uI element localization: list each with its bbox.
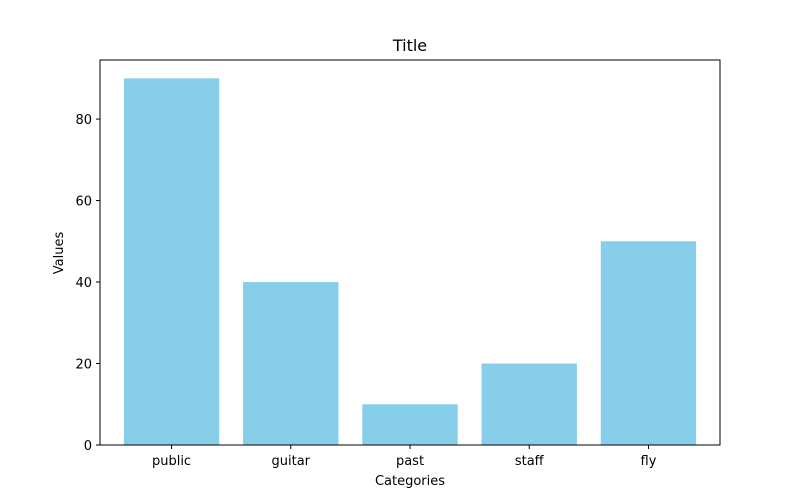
bar-fly — [600, 241, 697, 445]
y-axis-label: Values — [52, 232, 67, 275]
bars-group — [123, 78, 697, 445]
y-tick-label: 0 — [84, 439, 92, 454]
x-axis-ticks: public guitar past staff fly — [152, 445, 657, 469]
x-tick-label: staff — [515, 454, 545, 469]
x-tick-label: guitar — [272, 454, 311, 469]
bar-past — [362, 404, 458, 445]
bar-public — [123, 78, 220, 445]
x-tick-label: public — [152, 454, 191, 469]
bar-guitar — [243, 282, 339, 445]
y-tick-label: 40 — [75, 276, 92, 291]
bar-staff — [481, 363, 577, 445]
plot-area-frame — [99, 59, 721, 446]
chart-title: Title — [392, 36, 427, 55]
x-tick-label: fly — [641, 454, 657, 469]
y-tick-label: 80 — [75, 113, 92, 128]
y-tick-label: 20 — [75, 358, 92, 373]
y-tick-label: 60 — [75, 195, 92, 210]
x-axis-label: Categories — [375, 474, 445, 489]
x-tick-label: past — [396, 454, 424, 469]
y-axis-ticks: 0 20 40 60 80 — [75, 113, 100, 454]
